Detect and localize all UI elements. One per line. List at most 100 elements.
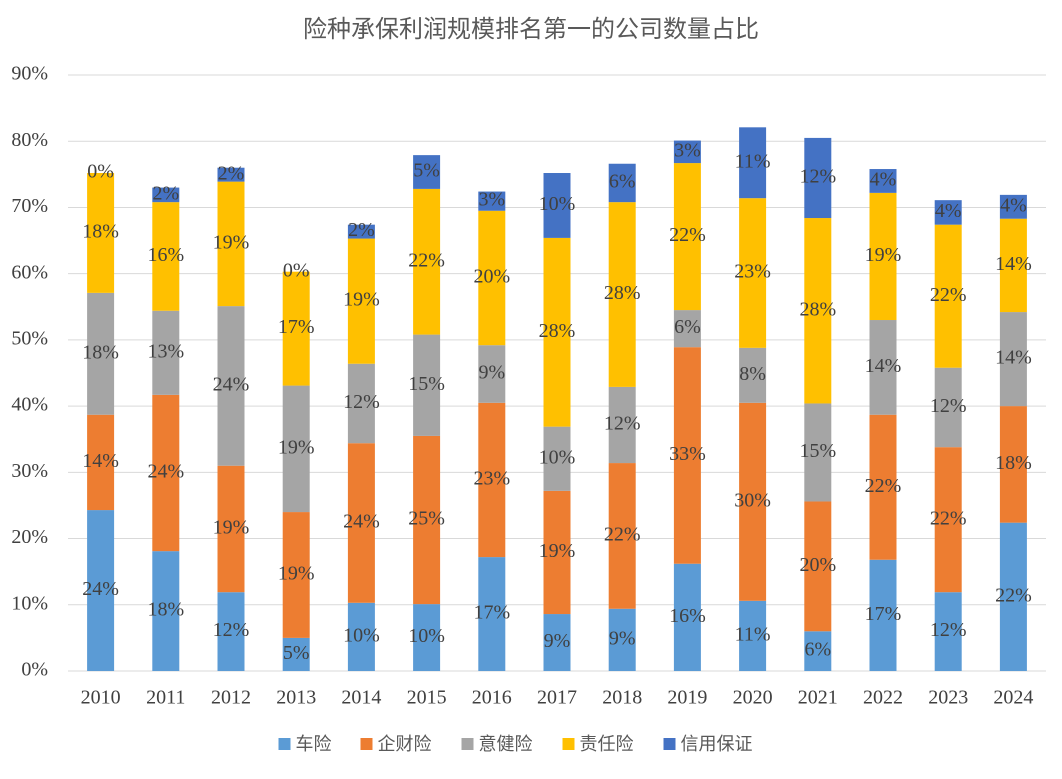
value-label: 4%	[935, 200, 962, 222]
bar-segment	[413, 155, 441, 189]
x-tick-label: 2020	[733, 687, 773, 709]
bar-segment	[478, 402, 506, 558]
value-label: 18%	[82, 341, 119, 363]
value-label: 22%	[865, 475, 902, 497]
bar-segment	[87, 292, 115, 415]
value-label: 19%	[343, 289, 380, 311]
value-label: 0%	[87, 161, 114, 183]
bar-segment	[152, 202, 180, 311]
bar-segment	[934, 447, 962, 593]
legend-label: 责任险	[580, 734, 634, 755]
value-label: 22%	[408, 249, 445, 271]
bar-segment	[282, 385, 310, 513]
value-label: 22%	[604, 524, 641, 546]
value-label: 10%	[408, 625, 445, 647]
value-label: 12%	[604, 413, 641, 435]
value-label: 18%	[147, 599, 184, 621]
bar-segment	[87, 173, 115, 293]
value-label: 5%	[413, 160, 440, 182]
y-tick-label: 70%	[11, 195, 48, 217]
bar-segment	[934, 224, 962, 368]
value-label: 2%	[218, 162, 245, 184]
bar-segment	[347, 602, 375, 671]
value-label: 19%	[865, 244, 902, 266]
value-label: 4%	[870, 169, 897, 191]
bar-segment	[673, 563, 701, 671]
value-label: 18%	[995, 452, 1032, 474]
bar-segment	[543, 173, 571, 238]
x-tick-label: 2011	[146, 687, 185, 709]
bar-segment	[347, 238, 375, 364]
legend-swatch	[663, 738, 676, 750]
bar-segment	[804, 218, 832, 404]
bar-segment	[87, 414, 115, 511]
y-tick-label: 50%	[11, 327, 48, 349]
bar-segment	[673, 163, 701, 311]
x-tick-label: 2022	[863, 687, 903, 709]
bar-segment	[804, 631, 832, 671]
value-label: 19%	[213, 517, 250, 539]
value-label: 22%	[930, 507, 967, 529]
bar-segment	[739, 347, 767, 403]
bar-segment	[739, 402, 767, 601]
value-label: 6%	[674, 316, 701, 338]
value-label: 19%	[278, 563, 315, 585]
bar-segment	[152, 394, 180, 552]
bar-segment	[673, 140, 701, 164]
bar-segment	[282, 637, 310, 671]
value-label: 14%	[995, 347, 1032, 369]
legend-swatch	[360, 738, 373, 750]
bar-segment	[869, 414, 897, 560]
value-label: 23%	[473, 468, 510, 490]
bar-segment	[869, 192, 897, 321]
y-tick-label: 0%	[21, 659, 48, 681]
x-tick-label: 2012	[211, 687, 251, 709]
bar-segment	[543, 614, 571, 671]
value-label: 14%	[865, 355, 902, 377]
value-label: 25%	[408, 508, 445, 530]
value-label: 3%	[478, 189, 505, 211]
bar-segment	[673, 310, 701, 348]
x-tick-label: 2015	[407, 687, 447, 709]
bar-segment	[217, 465, 245, 593]
value-label: 6%	[609, 171, 636, 193]
x-tick-label: 2019	[667, 687, 707, 709]
bar-segment	[152, 551, 180, 671]
bar-segment	[804, 403, 832, 502]
value-label: 14%	[82, 450, 119, 472]
bar-segment	[152, 310, 180, 395]
value-label: 16%	[147, 244, 184, 266]
x-tick-label: 2023	[928, 687, 968, 709]
value-label: 20%	[473, 266, 510, 288]
bar-segment	[608, 202, 636, 387]
y-tick-label: 80%	[11, 129, 48, 151]
bar-segment	[673, 347, 701, 564]
value-label: 24%	[343, 511, 380, 533]
value-label: 30%	[734, 489, 771, 511]
bar-segment	[999, 218, 1027, 313]
bar-segment	[347, 363, 375, 444]
bar-segment	[869, 169, 897, 193]
value-label: 22%	[669, 224, 706, 246]
y-tick-label: 20%	[11, 526, 48, 548]
value-label: 12%	[930, 619, 967, 641]
bar-segment	[478, 210, 506, 346]
value-label: 11%	[735, 150, 771, 172]
bar-segment	[739, 198, 767, 348]
value-label: 17%	[278, 316, 315, 338]
value-label: 14%	[995, 253, 1032, 275]
y-tick-label: 60%	[11, 261, 48, 283]
value-label: 15%	[408, 373, 445, 395]
value-label: 0%	[283, 259, 310, 281]
x-tick-label: 2014	[341, 687, 381, 709]
value-label: 24%	[147, 461, 184, 483]
value-label: 4%	[1000, 194, 1027, 216]
legend-label: 车险	[296, 734, 332, 755]
bar-segment	[869, 320, 897, 415]
value-label: 19%	[213, 231, 250, 253]
x-tick-label: 2010	[81, 687, 121, 709]
x-tick-label: 2017	[537, 687, 577, 709]
value-label: 10%	[539, 193, 576, 215]
value-label: 6%	[804, 639, 831, 661]
